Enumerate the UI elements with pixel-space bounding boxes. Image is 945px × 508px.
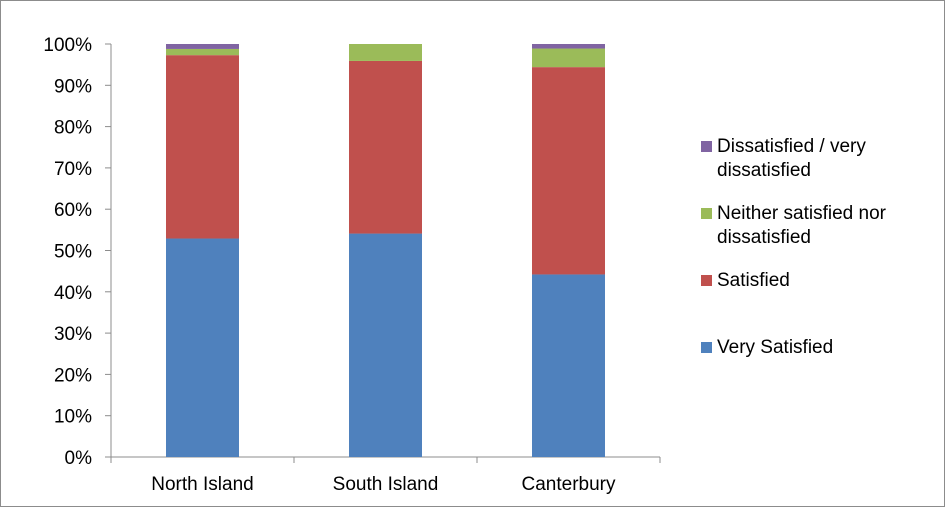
chart-bars — [166, 44, 605, 457]
bar-very-satisfied-south-island — [349, 233, 422, 457]
bar-dissatisfied-very-dissatisfied-north-island — [166, 44, 239, 49]
bar-satisfied-north-island — [166, 55, 239, 239]
legend-label: Satisfied — [717, 270, 790, 291]
x-category-label: South Island — [333, 474, 439, 495]
y-tick-label: 70% — [54, 159, 92, 180]
legend-label: Dissatisfied / very dissatisfied — [717, 136, 866, 181]
bar-neither-satisfied-nor-dissatisfied-canterbury — [532, 48, 605, 68]
y-tick-label: 0% — [65, 448, 93, 469]
bar-neither-satisfied-nor-dissatisfied-south-island — [349, 44, 422, 61]
bar-very-satisfied-north-island — [166, 238, 239, 457]
legend-item: Neither satisfied nor dissatisfied — [701, 202, 932, 250]
y-tick-label: 40% — [54, 283, 92, 304]
y-tick-label: 60% — [54, 200, 92, 221]
legend-swatch — [701, 208, 712, 219]
y-tick-label: 30% — [54, 324, 92, 345]
legend-item: Satisfied — [701, 269, 932, 293]
legend-swatch — [701, 275, 712, 286]
legend-swatch — [701, 342, 712, 353]
x-category-label: Canterbury — [522, 474, 616, 495]
y-tick-label: 80% — [54, 118, 92, 139]
bar-very-satisfied-canterbury — [532, 274, 605, 457]
legend-swatch — [701, 141, 712, 152]
legend-item: Dissatisfied / very dissatisfied — [701, 135, 932, 183]
bar-satisfied-canterbury — [532, 67, 605, 275]
y-tick-label: 100% — [43, 35, 92, 56]
x-category-label: North Island — [151, 474, 253, 495]
legend-item: Very Satisfied — [701, 336, 932, 360]
y-tick-label: 10% — [54, 407, 92, 428]
y-tick-label: 50% — [54, 242, 92, 263]
bar-neither-satisfied-nor-dissatisfied-north-island — [166, 48, 239, 56]
legend-label: Neither satisfied nor dissatisfied — [717, 203, 886, 248]
chart-labels: 0% 10% 20% 30% 40% 50% 60% 70% 80% 90% 100% North I… — [43, 35, 616, 495]
legend-label: Very Satisfied — [717, 337, 834, 358]
bar-dissatisfied-very-dissatisfied-canterbury — [532, 44, 605, 49]
y-tick-label: 90% — [54, 76, 92, 97]
y-tick-label: 20% — [54, 365, 92, 386]
bar-satisfied-south-island — [349, 60, 422, 234]
